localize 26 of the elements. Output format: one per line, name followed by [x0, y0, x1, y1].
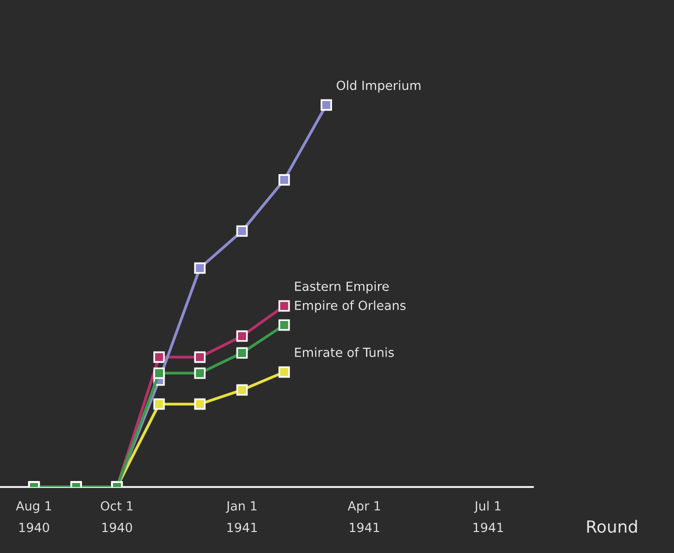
- point: [194, 367, 206, 379]
- point: [153, 398, 165, 410]
- x-tick-label: Apr 1 1941: [348, 501, 380, 532]
- point: [320, 99, 332, 111]
- x-tick-label: Oct 1 1940: [100, 501, 133, 532]
- point: [278, 300, 290, 312]
- series-label: Empire of Orleans: [295, 300, 406, 313]
- point: [278, 174, 290, 186]
- point: [278, 319, 290, 331]
- x-tick-label: Jul 1 1941: [474, 500, 503, 532]
- point: [236, 225, 248, 237]
- series-label: Emirate of Tunis: [295, 347, 394, 358]
- series-label: Old Imperium: [336, 80, 420, 92]
- series-label: Eastern Empire: [295, 281, 389, 294]
- point: [194, 398, 206, 410]
- point: [236, 347, 248, 359]
- x-tick-label: Jan 1 1941: [226, 501, 257, 532]
- point: [278, 366, 290, 378]
- point: [194, 262, 206, 274]
- point: [236, 330, 248, 342]
- x-tick-label: Aug 1 1940: [16, 501, 52, 532]
- point: [194, 351, 206, 363]
- x-axis-title: Round: [587, 520, 637, 533]
- point: [153, 351, 165, 363]
- point: [236, 384, 248, 396]
- point: [153, 367, 165, 379]
